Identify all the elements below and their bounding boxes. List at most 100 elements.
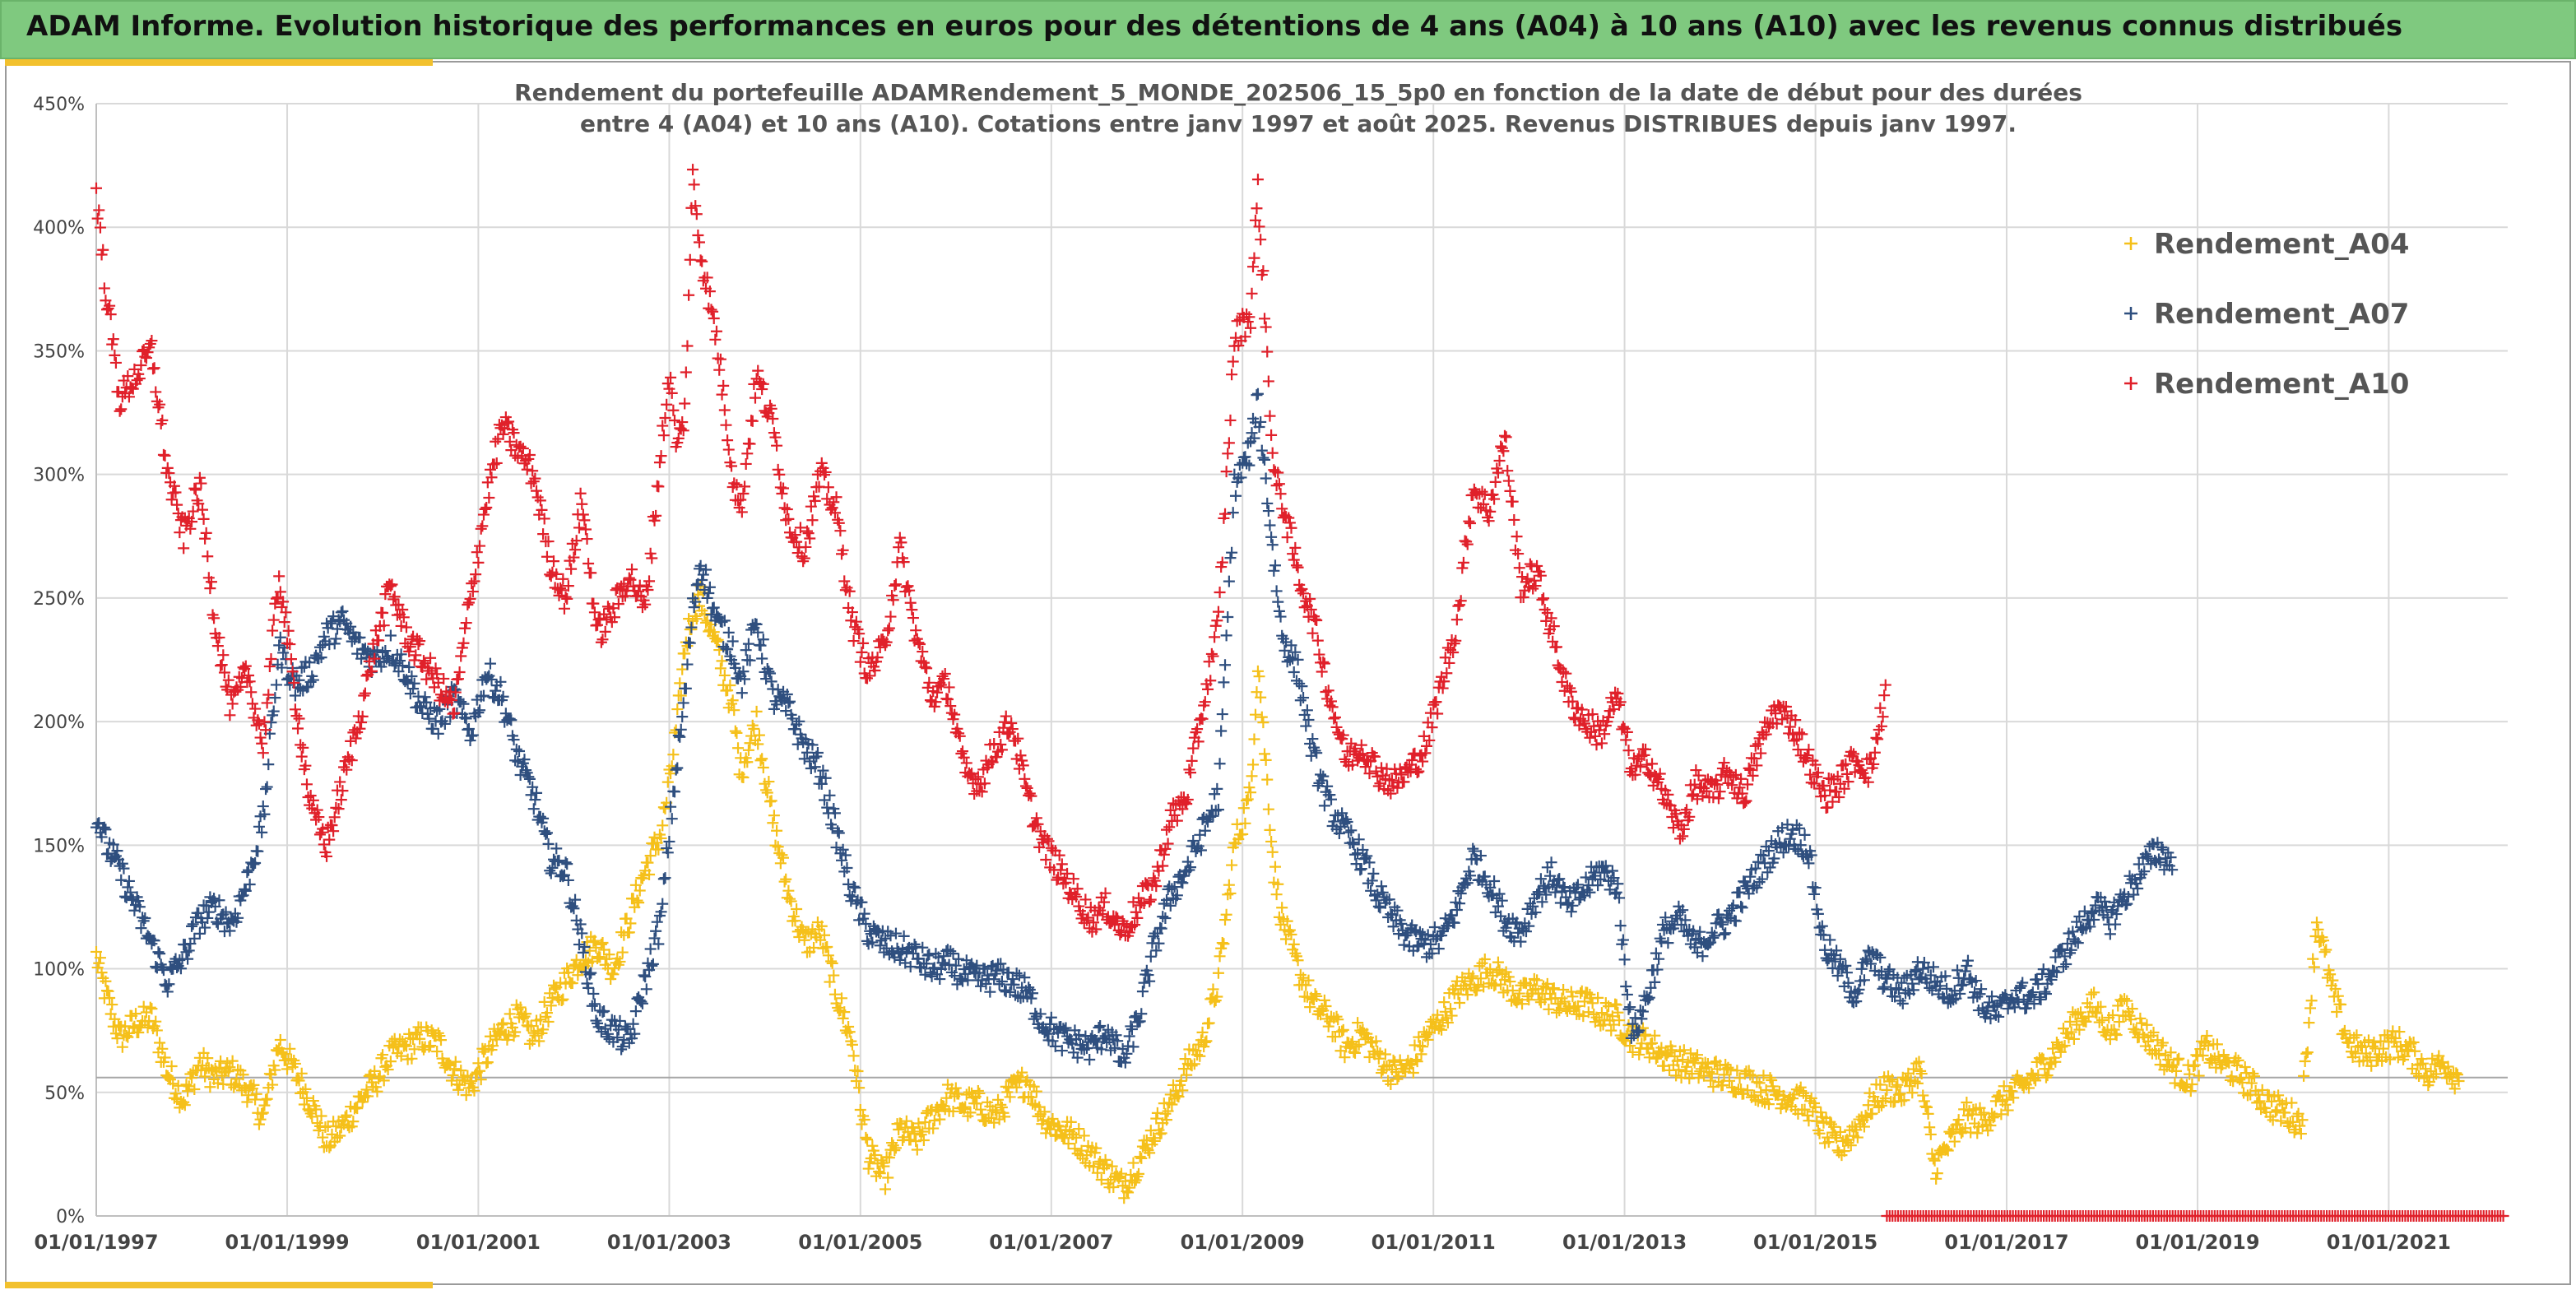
data-point xyxy=(310,814,323,826)
data-point xyxy=(269,692,281,704)
data-point xyxy=(1872,733,1884,745)
data-point xyxy=(1224,887,1237,899)
data-point xyxy=(1101,1158,1113,1171)
data-point xyxy=(1196,712,1209,725)
data-point xyxy=(636,601,648,614)
data-point xyxy=(2298,1070,2310,1082)
data-point xyxy=(927,1122,940,1135)
data-point xyxy=(1261,497,1274,509)
data-point xyxy=(1924,1128,1937,1140)
data-point xyxy=(152,401,165,414)
data-point xyxy=(1302,974,1315,986)
data-point xyxy=(1673,1064,1685,1076)
data-point xyxy=(1126,1023,1138,1036)
data-point xyxy=(1432,1023,1445,1035)
data-point xyxy=(1684,1047,1696,1060)
data-point xyxy=(1214,950,1226,963)
data-point xyxy=(1056,858,1068,870)
data-point xyxy=(1359,1033,1372,1046)
data-point xyxy=(601,1031,613,1043)
data-point xyxy=(293,1074,305,1087)
data-point xyxy=(782,513,795,525)
data-point xyxy=(960,757,972,769)
data-point xyxy=(1318,994,1330,1006)
data-point xyxy=(399,1038,411,1051)
data-point xyxy=(599,625,611,638)
data-point xyxy=(371,1085,383,1097)
data-point xyxy=(1762,1098,1775,1111)
data-point xyxy=(1463,515,1475,527)
data-point xyxy=(1627,1046,1639,1058)
data-point xyxy=(180,1079,193,1091)
data-point xyxy=(431,1046,443,1058)
data-point xyxy=(425,1040,437,1052)
data-point xyxy=(1181,856,1194,868)
data-point xyxy=(2069,1009,2082,1021)
data-point xyxy=(712,352,724,364)
data-point xyxy=(653,457,666,469)
data-point xyxy=(1148,872,1160,884)
data-point xyxy=(1274,610,1287,623)
data-point xyxy=(579,523,592,536)
data-point xyxy=(767,817,779,829)
data-point xyxy=(681,658,694,671)
data-point xyxy=(595,938,607,950)
data-point xyxy=(1251,665,1264,677)
data-point xyxy=(2193,1070,2205,1082)
data-point xyxy=(710,635,722,647)
data-point xyxy=(939,668,951,680)
data-point xyxy=(1834,1125,1846,1138)
data-point xyxy=(432,1027,444,1039)
data-point xyxy=(1106,1160,1118,1172)
data-point xyxy=(1270,585,1283,597)
data-point xyxy=(1650,947,1662,959)
data-point xyxy=(740,644,752,657)
data-point xyxy=(1489,476,1502,488)
data-point xyxy=(936,670,949,682)
data-point xyxy=(1524,558,1536,570)
data-point xyxy=(1215,725,1228,737)
data-point xyxy=(1816,920,1828,932)
data-point xyxy=(577,508,589,521)
data-point xyxy=(102,985,114,997)
data-point xyxy=(1450,904,1463,916)
data-point xyxy=(1640,1028,1652,1041)
data-point xyxy=(163,467,175,480)
data-point xyxy=(107,333,119,346)
data-point xyxy=(300,778,313,791)
data-point xyxy=(1073,1123,1085,1135)
data-point xyxy=(1260,321,1272,333)
data-point xyxy=(1157,911,1169,923)
data-point xyxy=(243,1089,255,1102)
data-point xyxy=(1678,1044,1690,1056)
data-point xyxy=(1744,1069,1757,1081)
data-point xyxy=(1315,768,1327,781)
data-point xyxy=(1592,879,1604,892)
data-point xyxy=(661,398,673,411)
data-point xyxy=(257,1107,269,1119)
data-point xyxy=(527,803,540,815)
data-point xyxy=(1504,485,1516,497)
data-point xyxy=(256,826,268,838)
data-point xyxy=(100,975,112,987)
data-point xyxy=(1028,1080,1040,1093)
data-point xyxy=(1144,1147,1156,1159)
data-point xyxy=(1695,1063,1707,1075)
data-point xyxy=(2110,1029,2123,1042)
data-point xyxy=(337,785,349,797)
data-point xyxy=(1311,990,1323,1002)
data-point xyxy=(761,787,773,799)
data-point xyxy=(537,528,550,541)
data-point xyxy=(1873,1101,1885,1113)
data-point xyxy=(1142,1144,1154,1157)
data-point xyxy=(1766,1080,1779,1093)
data-point xyxy=(2303,1017,2315,1029)
data-point xyxy=(98,282,110,295)
data-point xyxy=(1511,531,1523,543)
data-point xyxy=(2497,1210,2509,1222)
data-point xyxy=(1952,1114,1965,1126)
data-point xyxy=(1993,1089,2006,1102)
data-point xyxy=(1191,1049,1204,1061)
data-point xyxy=(1457,556,1469,568)
data-point xyxy=(1266,846,1279,858)
